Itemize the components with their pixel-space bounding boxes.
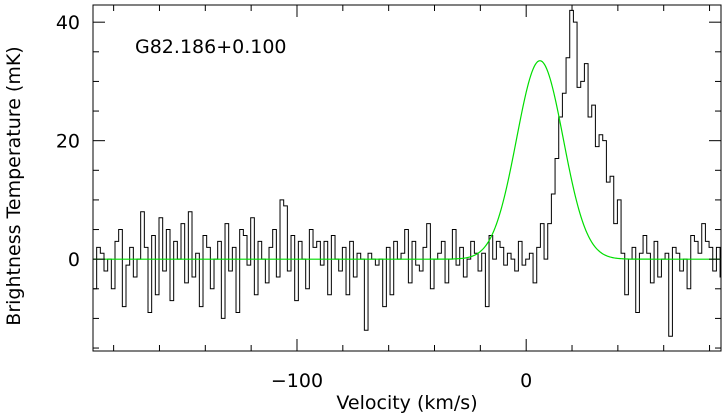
y-tick-label: 20: [56, 131, 80, 153]
spectrum-histogram-line: [93, 9, 721, 337]
plot-frame: [92, 4, 722, 352]
y-tick-label: 40: [56, 12, 80, 34]
y-tick-label: 0: [68, 249, 80, 271]
axis-tick-labels: −100 0 0 20 40: [56, 12, 532, 392]
x-tick-label: 0: [520, 370, 532, 392]
x-axis-title: Velocity (km/s): [336, 392, 477, 414]
source-name-annotation: G82.186+0.100: [135, 36, 287, 58]
x-tick-label: −100: [271, 370, 323, 392]
axis-ticks: [93, 5, 721, 351]
y-axis-title: Brightness Temperature (mK): [3, 46, 25, 325]
gaussian-fit-line: [93, 60, 721, 260]
